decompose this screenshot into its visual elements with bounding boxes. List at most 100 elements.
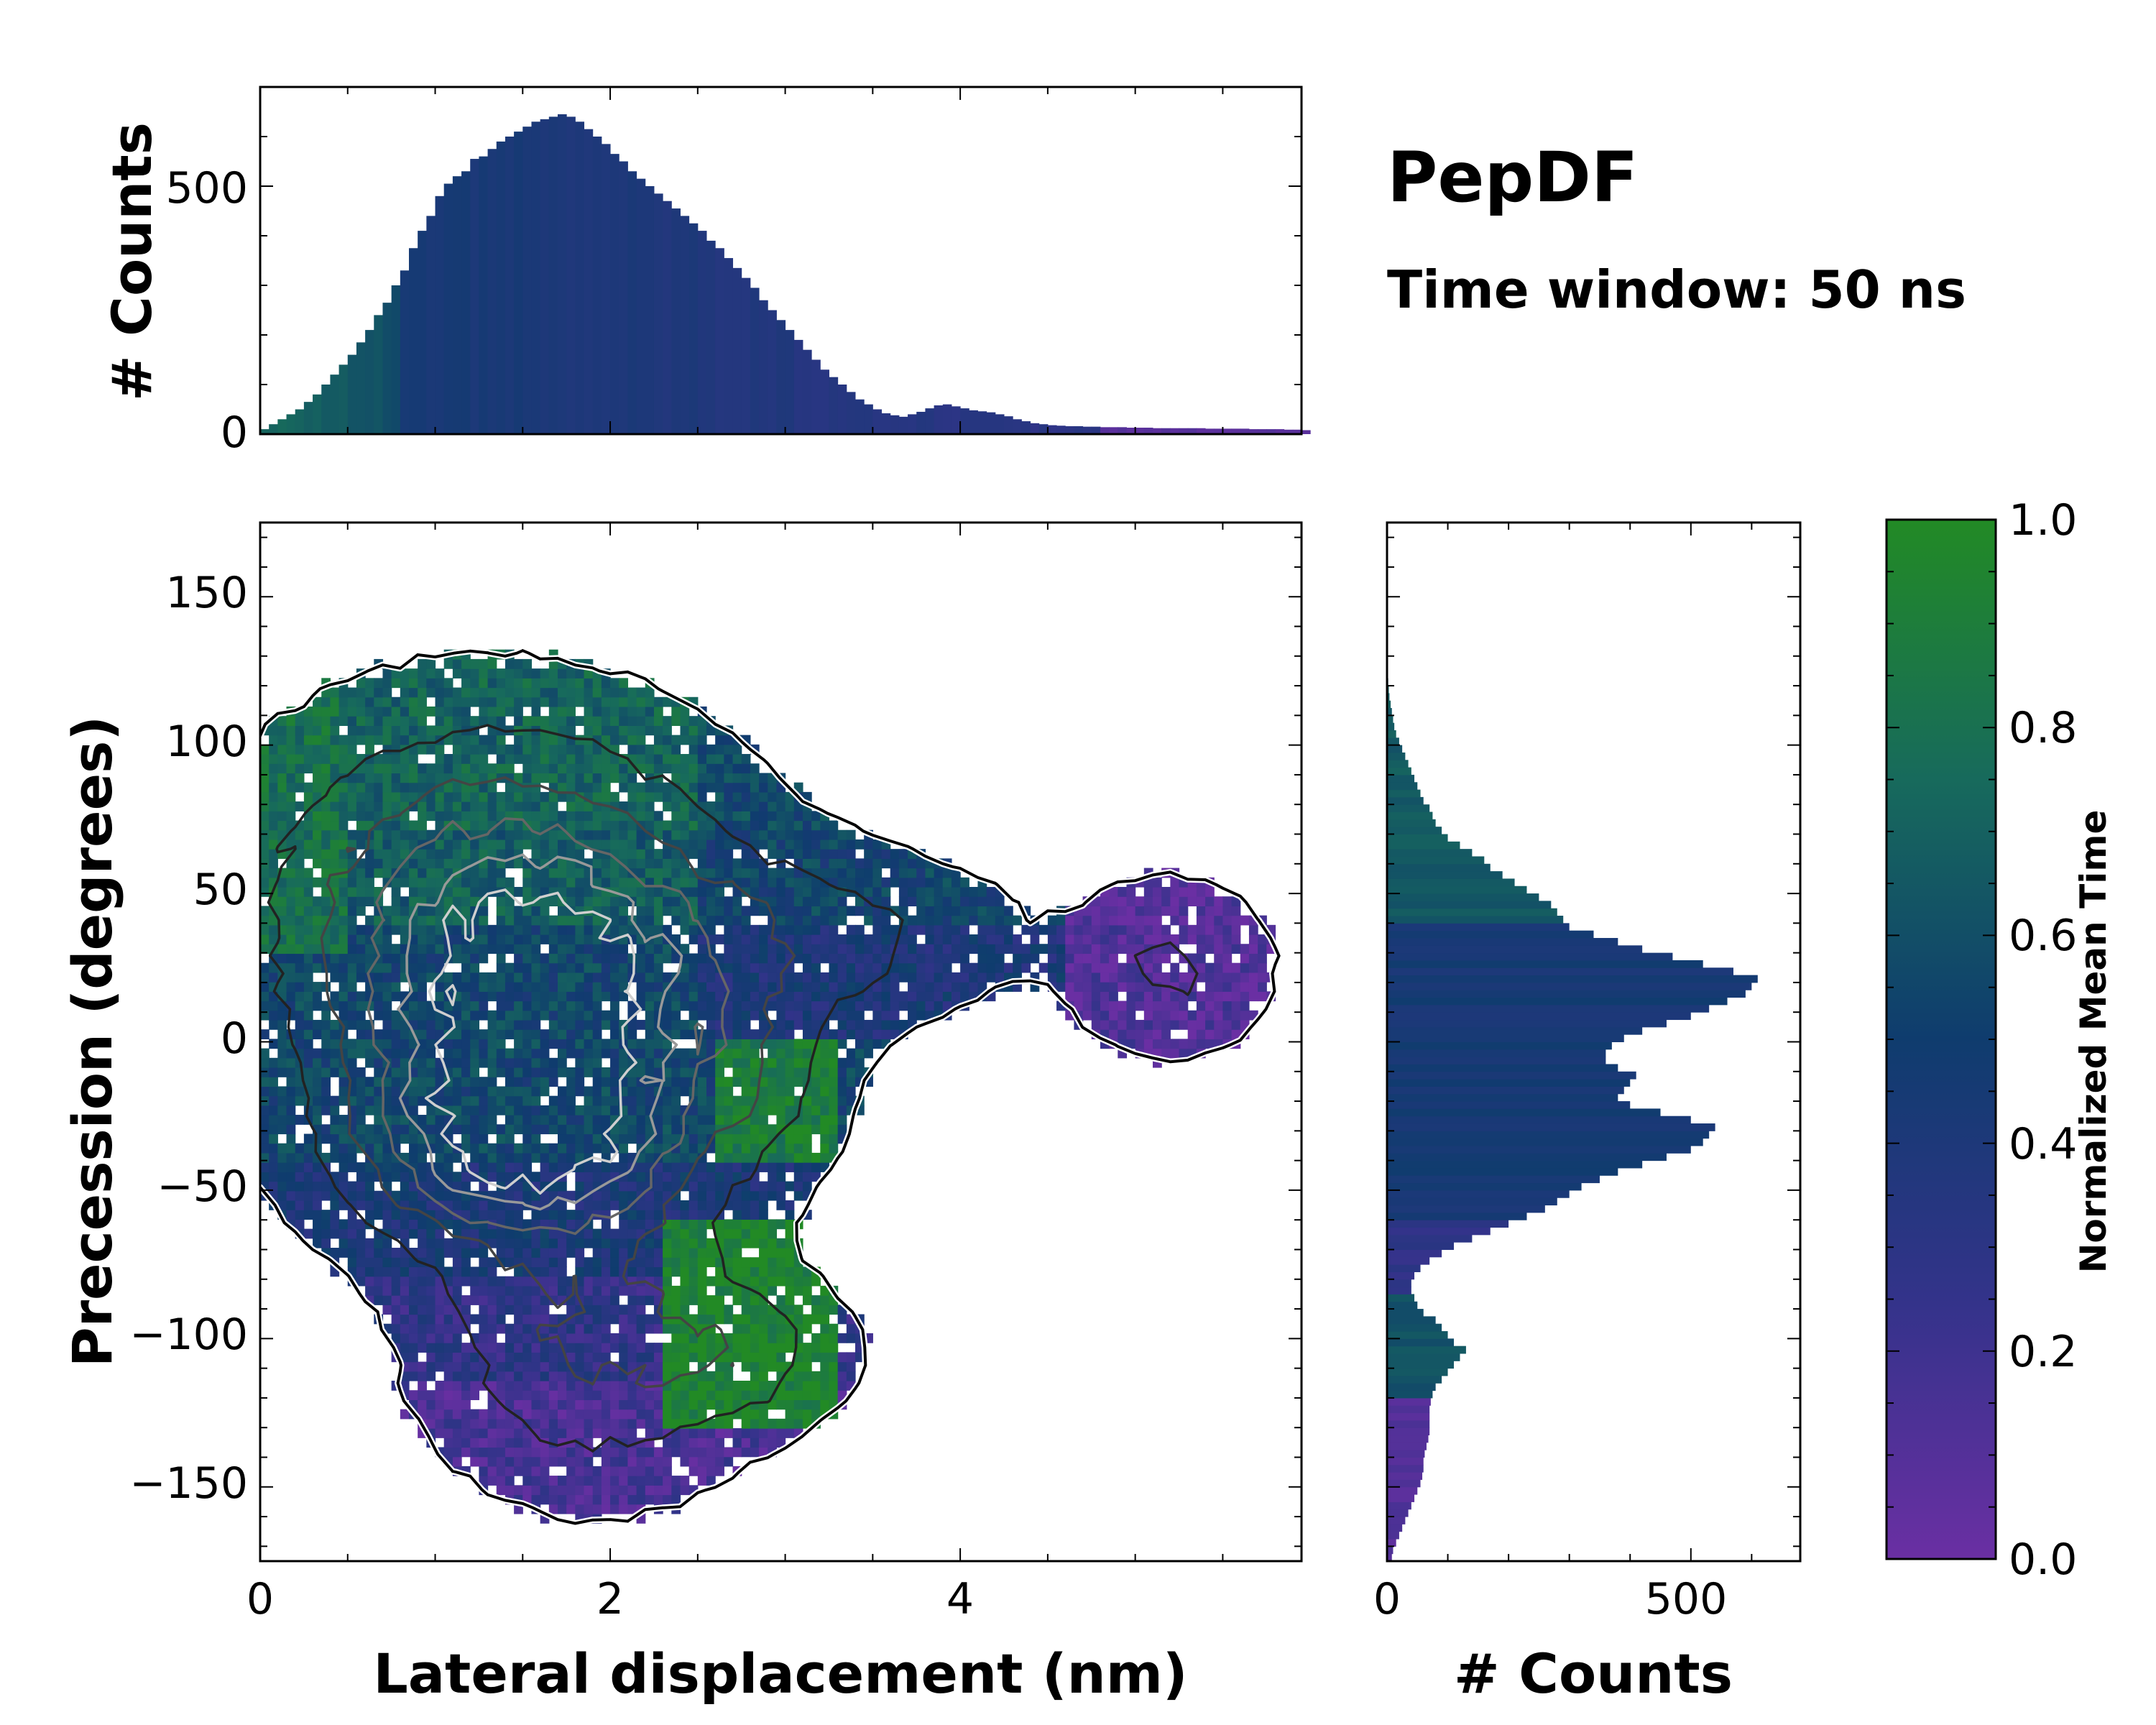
heatmap-cell — [750, 1210, 760, 1220]
heatmap-cell — [706, 1000, 716, 1011]
heatmap-cell — [890, 858, 900, 869]
top-bar — [916, 411, 926, 434]
heatmap-cell — [619, 801, 629, 811]
heatmap-cell — [1231, 962, 1241, 973]
heatmap-cell — [610, 906, 619, 916]
heatmap-cell — [452, 1276, 462, 1287]
heatmap-cell — [330, 944, 340, 954]
heatmap-cell — [522, 953, 533, 964]
heatmap-cell — [391, 877, 401, 888]
heatmap-cell — [470, 1390, 480, 1401]
heatmap-cell — [610, 1418, 619, 1429]
heatmap-cell — [671, 1124, 681, 1135]
heatmap-cell — [759, 1361, 768, 1372]
heatmap-cell — [951, 896, 961, 907]
heatmap-cell — [908, 934, 917, 944]
heatmap-cell — [540, 1048, 550, 1059]
heatmap-cell — [566, 849, 576, 859]
heatmap-cell — [610, 1266, 619, 1277]
heatmap-cell — [435, 811, 445, 822]
heatmap-cell — [864, 858, 873, 869]
heatmap-cell — [872, 839, 883, 850]
heatmap-cell — [470, 1285, 480, 1296]
heatmap-cell — [671, 906, 681, 916]
heatmap-cell — [697, 953, 707, 964]
heatmap-cell — [846, 962, 856, 973]
heatmap-cell — [260, 991, 270, 1002]
heatmap-cell — [768, 1181, 778, 1192]
heatmap-cell — [942, 886, 952, 897]
heatmap-cell — [321, 1228, 331, 1239]
heatmap-cell — [793, 1352, 803, 1363]
heatmap-cell — [540, 1181, 550, 1192]
heatmap-cell — [470, 1409, 480, 1420]
heatmap-cell — [426, 924, 436, 935]
heatmap-cell — [470, 1133, 480, 1144]
heatmap-cell — [864, 868, 873, 878]
heatmap-cell — [365, 1077, 374, 1087]
heatmap-cell — [872, 896, 883, 907]
heatmap-cell — [881, 944, 891, 954]
heatmap-cell — [418, 1371, 427, 1381]
heatmap-cell — [435, 953, 445, 964]
heatmap-cell — [584, 1219, 594, 1230]
heatmap-cell — [610, 1428, 619, 1438]
heatmap-cell — [566, 1504, 576, 1514]
heatmap-cell — [356, 820, 366, 831]
heatmap-cell — [645, 1039, 655, 1049]
heatmap-cell — [601, 1476, 611, 1486]
heatmap-cell — [619, 1466, 629, 1476]
heatmap-cell — [558, 1115, 567, 1125]
heatmap-cell — [986, 953, 996, 964]
heatmap-cell — [759, 1077, 768, 1087]
heatmap-cell — [706, 1438, 716, 1448]
heatmap-cell — [548, 1057, 558, 1068]
heatmap-cell — [732, 991, 742, 1002]
heatmap-cell — [627, 1399, 637, 1410]
heatmap-cell — [724, 1019, 734, 1030]
heatmap-cell — [846, 944, 856, 954]
heatmap-cell — [759, 1248, 768, 1258]
heatmap-cell — [768, 1086, 778, 1097]
heatmap-cell — [269, 801, 278, 811]
heatmap-cell — [487, 991, 497, 1002]
heatmap-cell — [452, 1077, 462, 1087]
heatmap-cell — [1118, 944, 1128, 954]
heatmap-cell — [619, 915, 629, 926]
heatmap-cell — [653, 1210, 663, 1220]
heatmap-cell — [566, 1418, 576, 1429]
heatmap-cell — [671, 1323, 681, 1334]
heatmap-cell — [1030, 934, 1040, 944]
heatmap-cell — [724, 1105, 734, 1116]
heatmap-cell — [566, 1067, 576, 1077]
heatmap-cell — [514, 1190, 523, 1201]
heatmap-cell — [776, 1000, 786, 1011]
heatmap-cell — [864, 906, 873, 916]
heatmap-cell — [522, 1152, 533, 1163]
top-bar — [750, 288, 760, 434]
heatmap-cell — [592, 1039, 602, 1049]
heatmap-cell — [811, 1399, 821, 1410]
heatmap-cell — [531, 1447, 541, 1458]
heatmap-cell — [1196, 915, 1206, 926]
heatmap-cell — [514, 1124, 523, 1135]
heatmap-cell — [592, 1276, 602, 1287]
heatmap-cell — [452, 944, 462, 954]
heatmap-cell — [776, 829, 786, 840]
heatmap-cell — [522, 1343, 533, 1353]
heatmap-cell — [548, 1115, 558, 1125]
heatmap-cell — [338, 1219, 349, 1230]
heatmap-cell — [1205, 982, 1215, 992]
heatmap-cell — [260, 1077, 270, 1087]
heatmap-cell — [645, 1266, 655, 1277]
heatmap-cell — [1153, 991, 1162, 1002]
heatmap-cell — [461, 1343, 471, 1353]
heatmap-cell — [418, 1276, 427, 1287]
top-bar — [286, 414, 296, 434]
heatmap-cell — [452, 1295, 462, 1305]
heatmap-cell — [697, 829, 707, 840]
heatmap-cell — [496, 1000, 506, 1011]
heatmap-cell — [522, 811, 533, 822]
heatmap-cell — [802, 1371, 812, 1381]
heatmap-cell — [487, 1371, 497, 1381]
